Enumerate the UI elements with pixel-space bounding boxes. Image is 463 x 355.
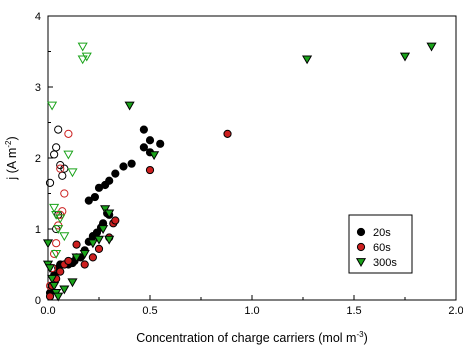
data-point bbox=[145, 136, 155, 145]
data-point bbox=[223, 129, 232, 138]
data-point bbox=[42, 239, 54, 249]
data-point bbox=[104, 209, 115, 219]
legend-items: 20s 60s 300s bbox=[355, 227, 397, 269]
data-point bbox=[93, 235, 105, 245]
data-point-open bbox=[52, 143, 61, 152]
data-point bbox=[127, 159, 136, 168]
data-point bbox=[84, 196, 93, 205]
y-axis-title-main: j (A m bbox=[5, 148, 19, 181]
data-point bbox=[49, 281, 60, 291]
data-point-open bbox=[50, 150, 59, 159]
data-point-open bbox=[60, 189, 69, 198]
y-axis-title-sup: -2 bbox=[4, 140, 13, 148]
data-marks bbox=[42, 42, 437, 302]
data-point-open bbox=[67, 168, 78, 178]
data-point-open bbox=[59, 232, 70, 242]
y-tick-label: 4 bbox=[35, 11, 41, 23]
data-point bbox=[45, 292, 55, 301]
data-point-open bbox=[45, 178, 55, 187]
data-point bbox=[80, 260, 89, 269]
x-axis: 0.0 0.5 1.0 1.5 2.0 bbox=[40, 295, 463, 317]
data-point bbox=[67, 278, 78, 288]
data-point bbox=[426, 42, 437, 52]
data-point bbox=[87, 239, 98, 249]
data-point bbox=[111, 169, 120, 178]
data-point bbox=[145, 165, 155, 175]
data-point bbox=[59, 285, 70, 295]
data-point-open bbox=[77, 55, 88, 65]
data-point-open bbox=[51, 249, 62, 259]
data-point-open bbox=[63, 150, 74, 160]
data-point bbox=[56, 267, 65, 276]
x-axis-title-main: Concentration of charge carriers (mol m bbox=[136, 331, 356, 345]
legend-item: 60s bbox=[356, 242, 391, 254]
legend-marker bbox=[356, 242, 366, 252]
data-point bbox=[124, 101, 135, 111]
legend: 20s 60s 300s bbox=[348, 214, 413, 274]
data-point-open bbox=[54, 125, 63, 134]
y-tick-label: 2 bbox=[35, 153, 41, 165]
data-point bbox=[302, 55, 313, 65]
x-tick-label: 1.0 bbox=[244, 305, 259, 317]
data-point-open bbox=[64, 129, 73, 138]
y-tick-label: 3 bbox=[35, 82, 41, 94]
legend-marker bbox=[355, 258, 367, 267]
x-tick-label: 0.0 bbox=[40, 305, 55, 317]
data-point bbox=[100, 205, 111, 215]
x-axis-title: Concentration of charge carriers (mol m-… bbox=[136, 330, 368, 345]
data-point-open bbox=[77, 42, 88, 52]
legend-label: 20s bbox=[373, 227, 391, 239]
data-point-open bbox=[49, 203, 60, 213]
legend-item: 20s bbox=[356, 227, 391, 239]
data-point bbox=[71, 253, 82, 263]
legend-label: 300s bbox=[373, 257, 397, 269]
data-point-open bbox=[56, 164, 65, 173]
series-60s bbox=[45, 129, 232, 301]
x-axis-title-end: ) bbox=[364, 331, 368, 345]
data-point-open bbox=[58, 171, 67, 180]
data-point-open bbox=[47, 101, 58, 111]
data-point bbox=[44, 264, 56, 274]
series-300s bbox=[42, 42, 437, 302]
data-point bbox=[139, 125, 148, 134]
y-axis-title-end: ) bbox=[5, 136, 19, 140]
data-point bbox=[90, 192, 100, 202]
x-tick-label: 2.0 bbox=[448, 305, 463, 317]
data-point bbox=[64, 256, 73, 266]
y-tick-label: 0 bbox=[35, 295, 41, 307]
data-point bbox=[111, 216, 120, 225]
y-tick-label: 1 bbox=[35, 224, 41, 236]
data-point bbox=[53, 292, 64, 302]
legend-item: 300s bbox=[355, 257, 397, 269]
data-point bbox=[399, 52, 411, 62]
data-point bbox=[88, 253, 97, 262]
data-point-open bbox=[52, 239, 61, 248]
data-point bbox=[72, 240, 81, 249]
legend-label: 60s bbox=[373, 242, 391, 254]
x-axis-title-sup: -3 bbox=[356, 330, 364, 339]
data-point-open bbox=[55, 214, 66, 224]
data-point bbox=[94, 244, 104, 253]
legend-marker bbox=[356, 227, 366, 237]
data-point-open bbox=[53, 225, 64, 234]
data-point bbox=[79, 249, 90, 259]
x-tick-label: 0.5 bbox=[142, 305, 157, 317]
data-point-open bbox=[81, 52, 92, 62]
data-point bbox=[156, 139, 165, 148]
data-point bbox=[47, 274, 58, 284]
x-tick-label: 1.5 bbox=[346, 305, 361, 317]
data-point bbox=[104, 235, 115, 245]
data-point bbox=[119, 162, 128, 171]
data-point bbox=[149, 151, 160, 161]
y-axis-title: j (A m-2) bbox=[4, 136, 19, 180]
data-point bbox=[139, 143, 148, 152]
data-point bbox=[98, 225, 109, 234]
data-point bbox=[105, 176, 114, 185]
